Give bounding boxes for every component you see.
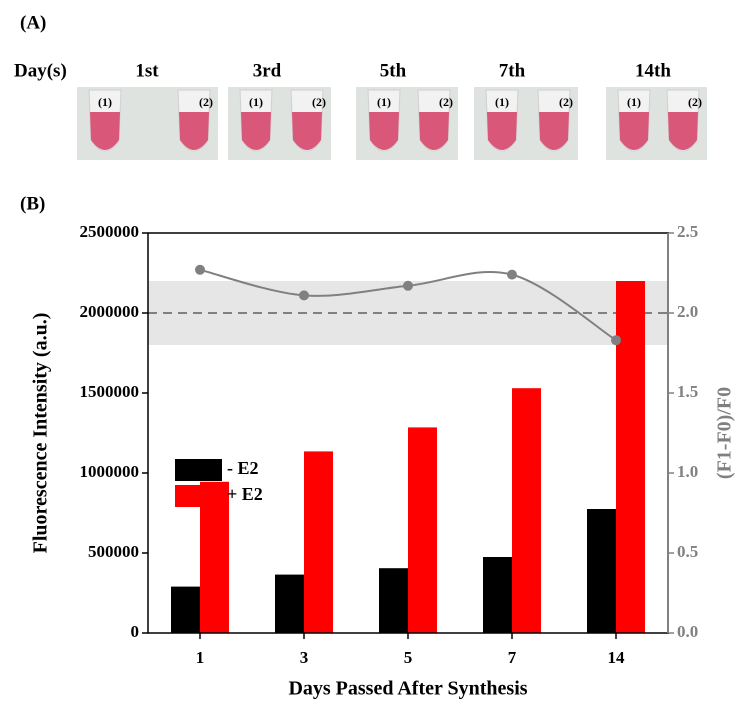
point (611, 335, 621, 346)
y2-tick-label: 2.0 (677, 302, 698, 321)
y-tick-label: 0 (131, 622, 140, 641)
y2-tick-label: 1.0 (677, 462, 698, 481)
bar (304, 451, 333, 633)
y-tick-label: 1000000 (80, 462, 140, 481)
tube-liquid (539, 112, 569, 150)
day-label: 7th (499, 60, 526, 81)
y-tick-label: 500000 (88, 542, 139, 561)
day-label: 1st (135, 60, 159, 81)
tube-label: (1) (98, 95, 112, 109)
x-tick-label: 14 (608, 648, 626, 667)
y2-tick-label: 0.5 (677, 542, 698, 561)
bar (512, 388, 541, 633)
y2-tick-label: 1.5 (677, 382, 698, 401)
tube-liquid (619, 112, 649, 150)
tube-label: (1) (627, 95, 641, 109)
bar (616, 281, 645, 633)
tube-liquid (419, 112, 449, 150)
tube-label: (2) (559, 95, 573, 109)
tube-label: (2) (439, 95, 453, 109)
point (195, 264, 205, 275)
y-tick-label: 2500000 (80, 222, 140, 241)
point (403, 280, 413, 291)
tube-liquid (179, 112, 209, 150)
y2-tick-label: 2.5 (677, 222, 698, 241)
tube-label: (1) (249, 95, 263, 109)
panel-label: (A) (20, 12, 46, 33)
x-tick-label: 1 (196, 648, 205, 667)
bar (587, 509, 616, 633)
bar (275, 574, 304, 633)
bar (408, 427, 437, 633)
tube-liquid (487, 112, 517, 150)
day-label: 14th (635, 60, 671, 81)
day-label: 5th (380, 60, 407, 81)
legend-label: + E2 (227, 484, 263, 504)
tube-liquid (90, 112, 120, 150)
y2-tick-label: 0.0 (677, 622, 698, 641)
legend-swatch (175, 459, 222, 481)
y-axis-title: Fluorescence Intensity (a.u.) (30, 313, 52, 554)
tube-label: (2) (312, 95, 326, 109)
tube-liquid (241, 112, 271, 150)
x-tick-label: 3 (300, 648, 309, 667)
x-tick-label: 7 (508, 648, 517, 667)
legend-label: - E2 (227, 458, 259, 478)
row-label: Day(s) (14, 60, 67, 81)
point (507, 269, 517, 280)
x-tick-label: 5 (404, 648, 413, 667)
y-tick-label: 1500000 (80, 382, 140, 401)
bar (379, 568, 408, 633)
x-axis-title: Days Passed After Synthesis (288, 678, 527, 700)
tube-label: (2) (688, 95, 702, 109)
bar (171, 586, 200, 633)
tube-label: (2) (199, 95, 213, 109)
point (299, 290, 309, 301)
bar (483, 557, 512, 633)
tube-liquid (292, 112, 322, 150)
tube-liquid (369, 112, 399, 150)
y-tick-label: 2000000 (80, 302, 140, 321)
legend-swatch (175, 485, 222, 507)
day-label: 3rd (253, 60, 282, 81)
tube-label: (1) (377, 95, 391, 109)
tube-liquid (668, 112, 698, 150)
tube-label: (1) (495, 95, 509, 109)
y2-axis-title: (F1-F0)/F0 (714, 387, 736, 479)
panel-label: (B) (20, 193, 45, 214)
